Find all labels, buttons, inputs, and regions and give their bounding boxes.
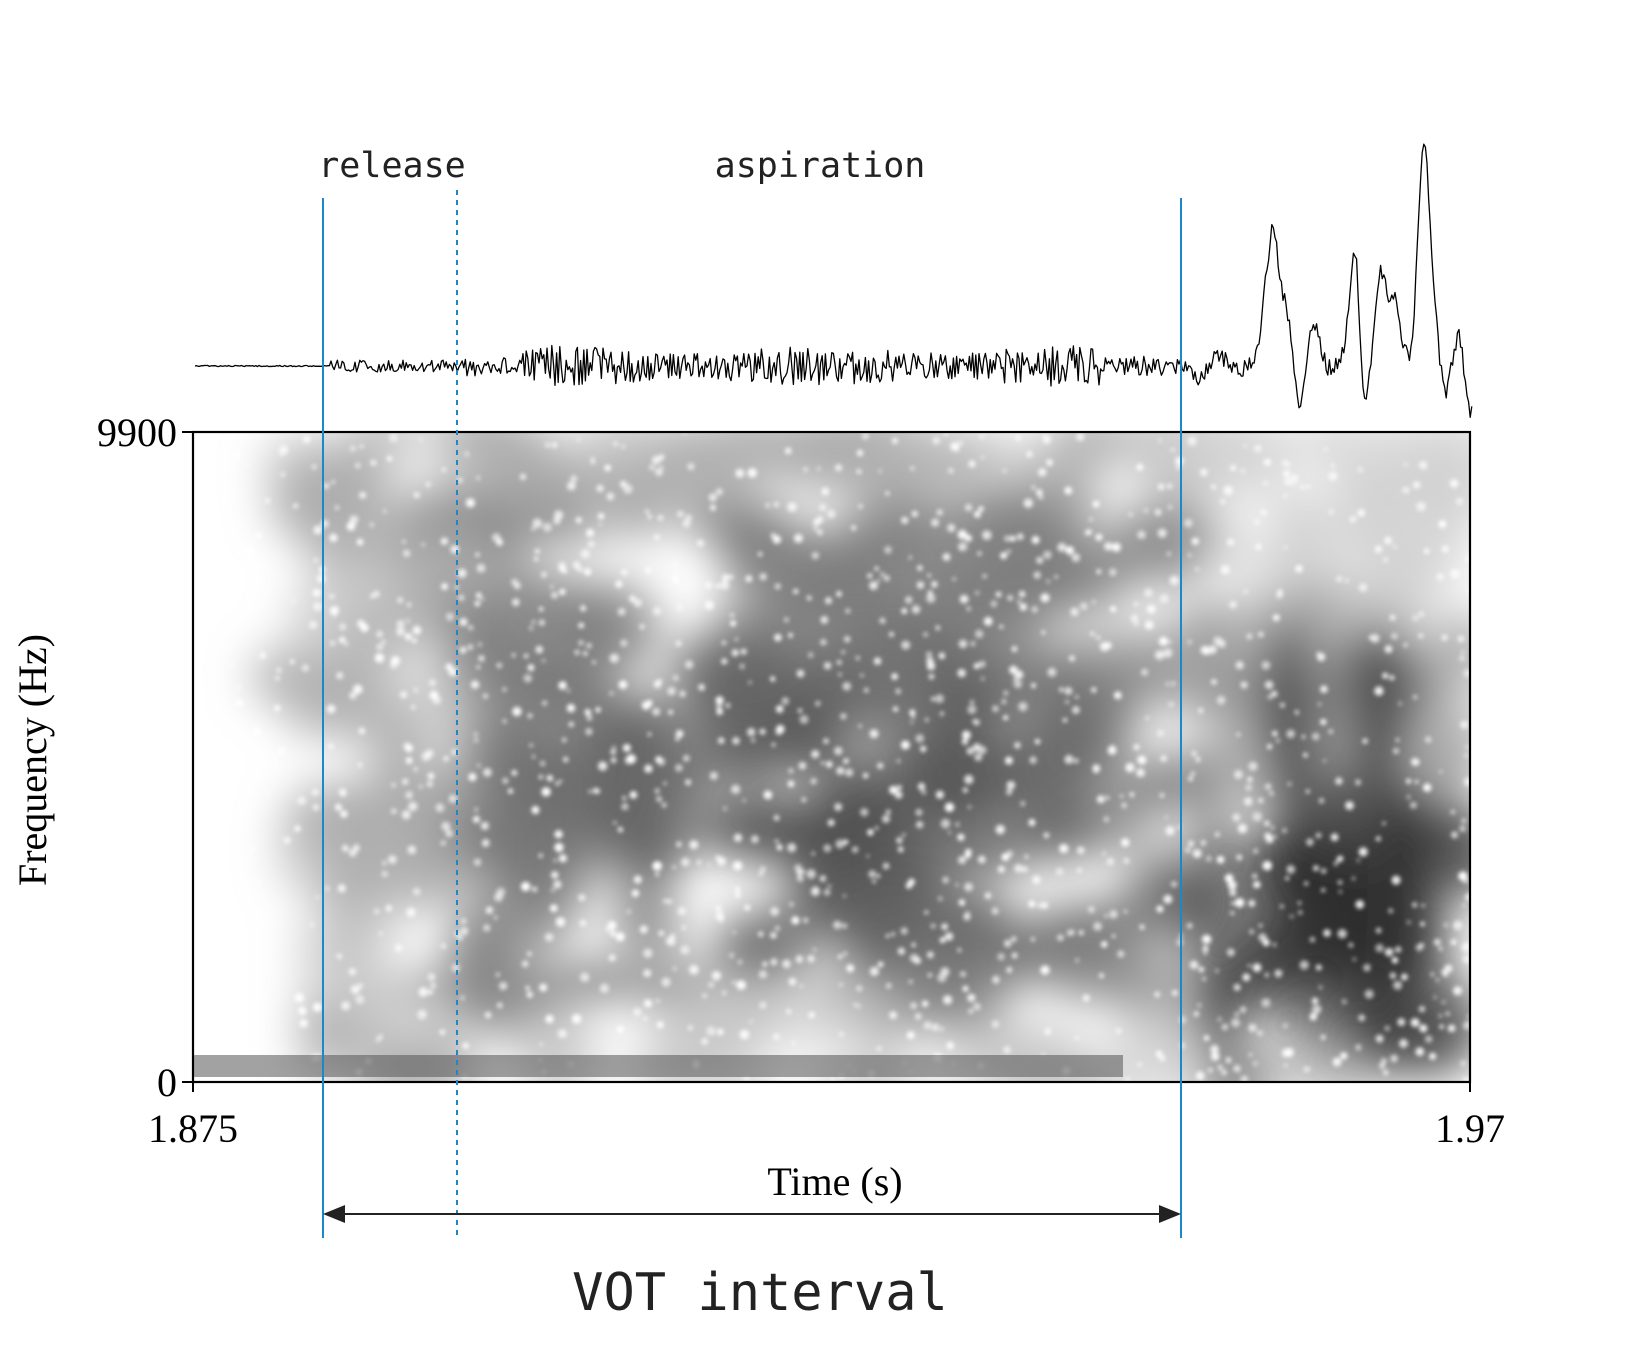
vot-interval-label: VOT interval bbox=[572, 1263, 948, 1323]
spectrogram bbox=[193, 432, 1470, 1082]
x-max-label: 1.97 bbox=[1435, 1106, 1505, 1151]
axis-ticks bbox=[182, 431, 1471, 1092]
x-min-label: 1.875 bbox=[148, 1106, 238, 1151]
release-label: release bbox=[318, 146, 466, 186]
spectrogram-frame bbox=[191, 430, 1472, 1084]
aspiration-label: aspiration bbox=[715, 146, 926, 186]
y-axis-title: Frequency (Hz) bbox=[10, 634, 55, 886]
y-max-label: 9900 bbox=[97, 410, 177, 455]
y-min-label: 0 bbox=[157, 1060, 177, 1105]
waveform bbox=[194, 143, 1473, 418]
vot-interval-arrow bbox=[323, 1205, 1181, 1223]
x-axis-title: Time (s) bbox=[767, 1159, 902, 1204]
